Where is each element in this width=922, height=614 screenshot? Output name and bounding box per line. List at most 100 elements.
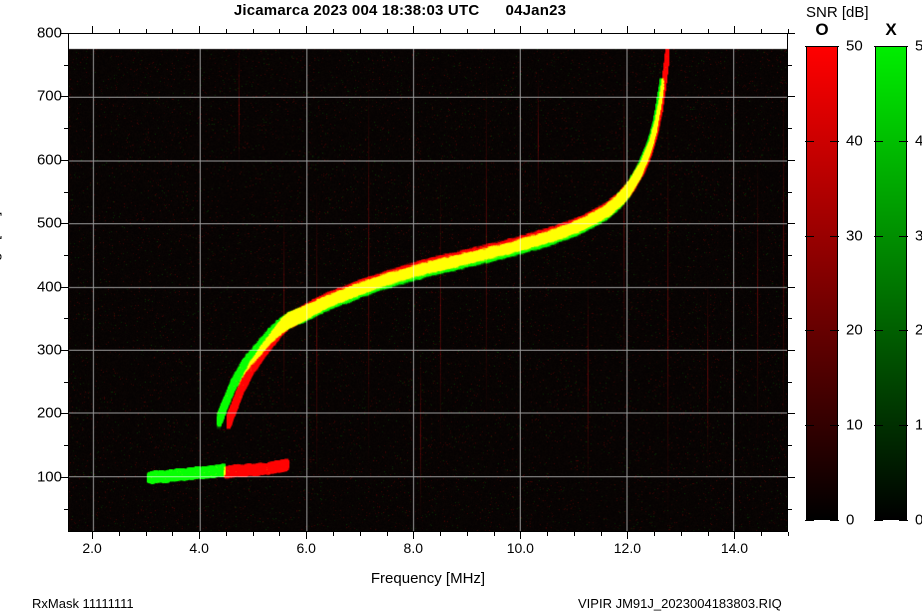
ionogram-canvas bbox=[69, 34, 787, 531]
x-tick-mark bbox=[92, 532, 94, 539]
x-tick-label: 12.0 bbox=[613, 540, 642, 556]
y-minor-tick bbox=[64, 508, 68, 510]
y-minor-tick-right bbox=[788, 64, 792, 66]
x-minor-tick bbox=[225, 532, 227, 536]
x-minor-tick bbox=[332, 532, 334, 536]
colorbar-tick-left bbox=[805, 425, 814, 427]
y-tick-mark bbox=[61, 413, 68, 415]
x-minor-tick bbox=[279, 532, 281, 536]
x-tick-mark bbox=[520, 532, 522, 539]
x-minor-tick-top bbox=[279, 29, 281, 33]
colorbar-tick-label: 10 bbox=[915, 416, 922, 434]
colorbar-tick bbox=[899, 520, 908, 521]
y-minor-tick-right bbox=[788, 128, 792, 130]
x-tick-label: 14.0 bbox=[720, 540, 749, 556]
x-axis-label: Frequency [MHz] bbox=[370, 570, 486, 587]
colorbar-tick-label: 40 bbox=[915, 132, 922, 150]
colorbar-tick-label: 30 bbox=[915, 227, 922, 245]
colorbar-tick bbox=[899, 235, 908, 237]
x-minor-tick bbox=[440, 532, 442, 536]
colorbar-tick-label: 50 bbox=[915, 37, 922, 55]
y-tick-mark-right bbox=[788, 96, 795, 98]
x-minor-tick bbox=[573, 532, 575, 536]
colorbar-x-mode[interactable]: X 0 10 20 30 40 50 bbox=[874, 20, 922, 529]
x-tick-mark bbox=[734, 532, 736, 539]
x-minor-tick bbox=[386, 532, 388, 536]
colorbar-tick-left bbox=[874, 520, 883, 521]
x-minor-tick-top bbox=[466, 29, 468, 33]
y-tick-mark bbox=[61, 223, 68, 225]
x-tick-label: 6.0 bbox=[296, 540, 316, 556]
colorbar-tick bbox=[830, 520, 839, 521]
colorbar-tick-label: 20 bbox=[846, 321, 863, 339]
colorbar-o-head: O bbox=[815, 20, 829, 39]
y-tick-label: 500 bbox=[36, 214, 62, 232]
x-tick-label: 2.0 bbox=[82, 540, 102, 556]
x-tick-mark-top bbox=[520, 26, 522, 33]
colorbar-tick bbox=[830, 425, 839, 427]
x-minor-tick bbox=[600, 532, 602, 536]
colorbar-tick-label: 0 bbox=[846, 511, 855, 529]
x-tick-mark bbox=[627, 532, 629, 539]
colorbar-tick-left bbox=[805, 330, 814, 332]
y-tick-label: 100 bbox=[36, 468, 62, 486]
y-minor-tick bbox=[64, 445, 68, 447]
colorbar-tick-label: 50 bbox=[846, 37, 863, 55]
y-minor-tick-right bbox=[788, 381, 792, 383]
y-minor-tick-right bbox=[788, 445, 792, 447]
colorbar-tick-left bbox=[805, 46, 814, 47]
y-tick-label: 400 bbox=[36, 278, 62, 296]
x-minor-tick bbox=[680, 532, 682, 536]
x-minor-tick-top bbox=[225, 29, 227, 33]
x-tick-mark bbox=[199, 532, 201, 539]
y-tick-label: 700 bbox=[36, 87, 62, 105]
colorbar-tick bbox=[830, 235, 839, 237]
page-title: Jicamarca 2023 004 18:38:03 UTC 04Jan23 bbox=[233, 2, 567, 19]
colorbar-tick-label: 30 bbox=[846, 227, 863, 245]
x-minor-tick bbox=[145, 532, 147, 536]
x-minor-tick-top bbox=[680, 29, 682, 33]
y-tick-mark-right bbox=[788, 413, 795, 415]
x-minor-tick-top bbox=[118, 29, 120, 33]
colorbar-tick-label: 40 bbox=[846, 132, 863, 150]
colorbar-tick-left bbox=[874, 235, 883, 237]
y-minor-tick bbox=[64, 64, 68, 66]
colorbar-o-mode[interactable]: O 0 10 20 30 40 50 bbox=[805, 20, 863, 529]
x-minor-tick bbox=[466, 532, 468, 536]
y-tick-mark bbox=[61, 476, 68, 478]
ionogram-plot-area[interactable] bbox=[68, 33, 788, 532]
y-tick-mark-right bbox=[788, 476, 795, 478]
source-file-label: VIPIR JM91J_2023004183803.RIQ bbox=[578, 596, 782, 611]
x-minor-tick-top bbox=[600, 29, 602, 33]
y-minor-tick-right bbox=[788, 318, 792, 320]
x-minor-tick bbox=[493, 532, 495, 536]
x-minor-tick bbox=[252, 532, 254, 536]
y-minor-tick-right bbox=[788, 254, 792, 256]
colorbar-x-gradient bbox=[875, 46, 907, 520]
colorbar-tick-left bbox=[874, 46, 883, 47]
x-tick-mark-top bbox=[199, 26, 201, 33]
y-tick-mark bbox=[61, 159, 68, 161]
y-minor-tick bbox=[64, 191, 68, 193]
colorbar-tick-left bbox=[805, 140, 814, 142]
x-minor-tick bbox=[547, 532, 549, 536]
y-tick-label: 600 bbox=[36, 151, 62, 169]
x-tick-mark-top bbox=[306, 26, 308, 33]
y-tick-mark bbox=[61, 286, 68, 288]
x-minor-tick-top bbox=[359, 29, 361, 33]
x-minor-tick-top bbox=[707, 29, 709, 33]
x-minor-tick bbox=[707, 532, 709, 536]
x-minor-tick-top bbox=[440, 29, 442, 33]
x-minor-tick bbox=[761, 532, 763, 536]
x-tick-mark-top bbox=[627, 26, 629, 33]
colorbar-tick-left bbox=[805, 235, 814, 237]
x-minor-tick bbox=[788, 532, 789, 536]
x-tick-label: 8.0 bbox=[403, 540, 423, 556]
colorbar-tick bbox=[899, 425, 908, 427]
colorbar-x-head: X bbox=[885, 20, 897, 39]
x-minor-tick-top bbox=[788, 29, 789, 33]
x-minor-tick-top bbox=[145, 29, 147, 33]
colorbar-tick bbox=[899, 330, 908, 332]
y-tick-mark-right bbox=[788, 350, 795, 352]
colorbar-tick bbox=[830, 140, 839, 142]
